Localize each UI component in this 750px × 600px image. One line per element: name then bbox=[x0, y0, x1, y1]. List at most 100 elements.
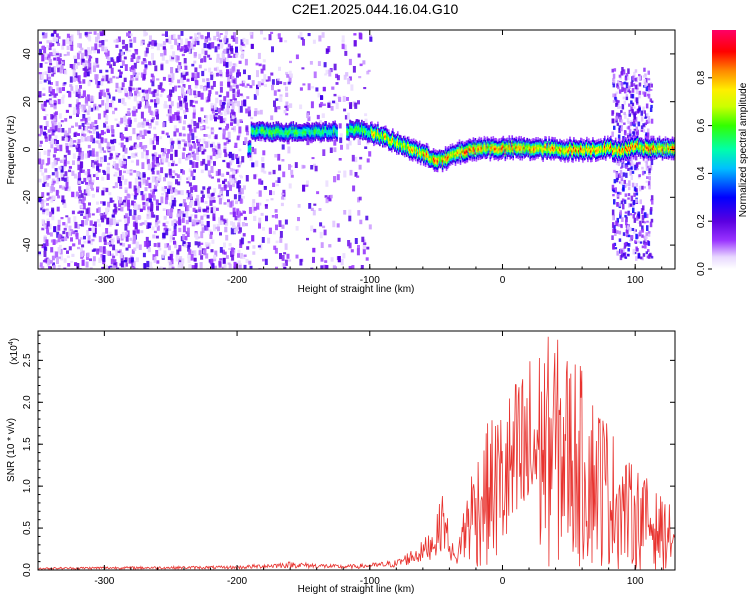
heatmap-cell bbox=[392, 133, 394, 136]
heatmap-cell bbox=[66, 160, 70, 165]
heatmap-cell bbox=[218, 107, 221, 114]
heatmap-cell bbox=[238, 194, 242, 202]
heatmap-cell bbox=[249, 154, 253, 161]
heatmap-cell bbox=[153, 243, 157, 247]
heatmap-cell bbox=[285, 129, 288, 133]
heatmap-cell bbox=[620, 166, 623, 169]
heatmap-cell bbox=[110, 258, 114, 265]
heatmap-cell bbox=[157, 267, 161, 269]
heatmap-cell bbox=[297, 134, 299, 137]
heatmap-cell bbox=[619, 169, 623, 175]
heatmap-cell bbox=[635, 183, 638, 187]
heatmap-cell bbox=[259, 138, 263, 142]
heatmap-cell bbox=[78, 125, 82, 130]
heatmap-cell bbox=[46, 182, 50, 187]
heatmap-cell bbox=[287, 134, 290, 138]
heatmap-cell bbox=[364, 113, 368, 117]
heatmap-cell bbox=[277, 123, 280, 127]
heatmap-cell bbox=[327, 127, 329, 131]
heatmap-cell bbox=[177, 140, 181, 145]
heatmap-cell bbox=[286, 253, 290, 259]
heatmap-cell bbox=[225, 62, 229, 68]
heatmap-cell bbox=[138, 87, 142, 90]
heatmap-cell bbox=[200, 107, 204, 112]
heatmap-cell bbox=[139, 142, 143, 147]
heatmap-cell bbox=[249, 152, 252, 155]
heatmap-cell bbox=[237, 231, 241, 234]
heatmap-cell bbox=[326, 136, 328, 139]
heatmap-cell bbox=[254, 108, 258, 113]
heatmap-cell bbox=[374, 142, 376, 146]
heatmap-cell bbox=[269, 132, 272, 135]
heatmap-cell bbox=[360, 122, 362, 125]
heatmap-cell bbox=[431, 153, 434, 156]
heatmap-cell bbox=[369, 139, 371, 143]
heatmap-cell bbox=[171, 57, 175, 62]
heatmap-cell bbox=[387, 131, 389, 135]
heatmap-cell bbox=[152, 145, 156, 150]
heatmap-cell bbox=[327, 125, 329, 128]
heatmap-cell bbox=[374, 130, 376, 134]
heatmap-cell bbox=[203, 86, 207, 92]
heatmap-cell bbox=[620, 127, 623, 132]
heatmap-cell bbox=[647, 120, 651, 124]
heatmap-cell bbox=[635, 192, 639, 196]
heatmap-cell bbox=[407, 143, 410, 147]
heatmap-cell bbox=[70, 37, 74, 42]
heatmap-cell bbox=[368, 129, 370, 133]
heatmap-cell bbox=[98, 104, 102, 108]
heatmap-cell bbox=[96, 106, 100, 111]
heatmap-cell bbox=[615, 119, 618, 123]
heatmap-cell bbox=[112, 244, 116, 251]
heatmap-cell bbox=[377, 126, 379, 129]
heatmap-cell bbox=[340, 258, 344, 266]
heatmap-cell bbox=[363, 242, 367, 245]
heatmap-cell bbox=[229, 201, 233, 208]
heatmap-cell bbox=[76, 99, 79, 104]
heatmap-cell bbox=[335, 130, 337, 134]
heatmap-cell bbox=[258, 202, 262, 206]
heatmap-cell bbox=[65, 145, 69, 153]
heatmap-cell bbox=[312, 247, 316, 253]
heatmap-cell bbox=[647, 70, 650, 75]
heatmap-cell bbox=[182, 139, 186, 142]
heatmap-cell bbox=[650, 207, 653, 212]
heatmap-cell bbox=[127, 194, 131, 199]
heatmap-cell bbox=[49, 232, 53, 237]
heatmap-cell bbox=[372, 140, 374, 143]
heatmap-cell bbox=[433, 169, 436, 172]
heatmap-cell bbox=[162, 122, 166, 128]
heatmap-cell bbox=[216, 31, 220, 37]
heatmap-cell bbox=[612, 227, 615, 233]
heatmap-cell bbox=[414, 139, 417, 143]
heatmap-cell bbox=[145, 90, 148, 94]
heatmap-cell bbox=[400, 135, 402, 138]
heatmap-cell bbox=[133, 239, 137, 244]
heatmap-cell bbox=[316, 127, 318, 130]
heatmap-cell bbox=[186, 205, 190, 212]
heatmap-cell bbox=[56, 231, 60, 238]
heatmap-cell bbox=[387, 134, 389, 137]
heatmap-cell bbox=[54, 168, 58, 172]
heatmap-cell bbox=[138, 244, 142, 250]
heatmap-cell bbox=[134, 222, 138, 230]
heatmap-cell bbox=[643, 125, 646, 128]
heatmap-cell bbox=[298, 138, 300, 141]
heatmap-cell bbox=[310, 131, 312, 135]
heatmap-cell bbox=[387, 129, 389, 132]
heatmap-cell bbox=[371, 126, 373, 129]
heatmap-cell bbox=[204, 200, 208, 204]
heatmap-cell bbox=[316, 136, 318, 140]
heatmap-cell bbox=[401, 147, 403, 150]
heatmap-cell bbox=[115, 220, 119, 224]
heatmap-cell bbox=[287, 125, 290, 128]
heatmap-cell bbox=[233, 261, 237, 268]
heatmap-cell bbox=[408, 146, 411, 149]
heatmap-cell bbox=[395, 148, 397, 152]
heatmap-cell bbox=[250, 128, 253, 132]
heatmap-cell bbox=[112, 61, 116, 66]
heatmap-cell bbox=[357, 53, 361, 58]
heatmap-cell bbox=[182, 199, 186, 203]
heatmap-cell bbox=[39, 48, 42, 56]
heatmap-cell bbox=[354, 128, 356, 132]
